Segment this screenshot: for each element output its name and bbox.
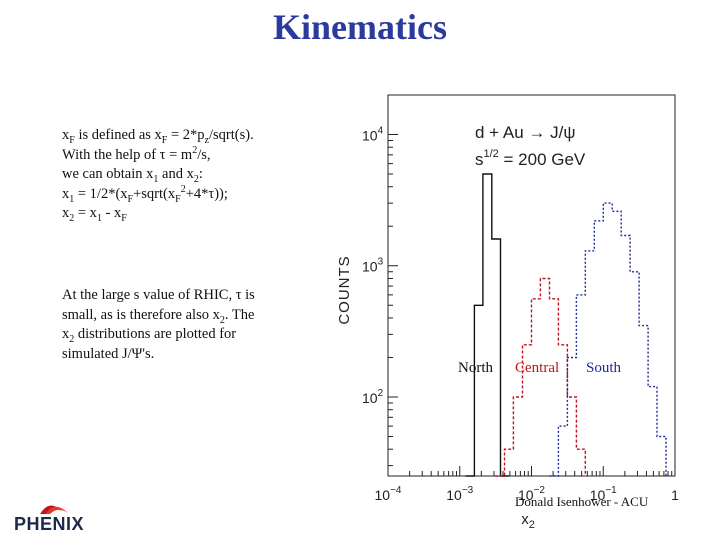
x-tick-label: 10−3	[446, 485, 473, 503]
x-tick-label: 10−2	[518, 485, 545, 503]
y-tick-label: 102	[362, 388, 384, 406]
x-tick-label: 10−1	[590, 485, 617, 503]
x-axis-label: x2	[521, 511, 535, 531]
series-north-histogram	[465, 173, 510, 477]
y-axis-label: COUNTS	[336, 255, 353, 324]
definition-text-block: xF is defined as xF = 2*pz/sqrt(s). With …	[62, 126, 312, 224]
legend-label-south: South	[586, 360, 622, 376]
block1-line-2: With the help of τ = m2/s,	[62, 144, 211, 163]
legend-label-central: Central	[515, 360, 559, 376]
block1-line-3: we can obtain x1 and x2:	[62, 166, 203, 185]
block2-line-3: x2 distributions are plotted for	[62, 326, 237, 345]
block2-line-4: simulated J/Ψ's.	[62, 345, 155, 362]
legend-label-north: North	[458, 360, 493, 376]
block2-line-2: small, as is therefore also x2. The	[62, 306, 255, 326]
author-footer: Donald Isenhower - ACU	[515, 494, 649, 509]
series-south-histogram	[549, 202, 667, 477]
block2-line-1: At the large s value of RHIC, τ is	[62, 287, 255, 303]
chart-title: d + Au → J/ψ	[475, 123, 575, 142]
block1-line-5: x2 = x1 - xF	[62, 205, 127, 224]
y-tick-label: 103	[362, 257, 384, 275]
phenix-logo: PHENIX	[10, 500, 110, 538]
page-title: Kinematics	[273, 7, 447, 47]
y-tick-label: 104	[362, 126, 384, 144]
chart-subtitle: s1/2 = 200 GeV	[475, 148, 586, 169]
explanation-text-block: At the large s value of RHIC, τ is small,…	[62, 286, 312, 364]
x-tick-label: 1	[671, 487, 679, 503]
block1-line-1: xF is defined as xF = 2*pz/sqrt(s).	[62, 127, 254, 146]
block1-line-4: x1 = 1/2*(xF+sqrt(xF2+4*τ));	[62, 183, 228, 205]
x-tick-label: 10−4	[375, 485, 402, 503]
phenix-logo-text: PHENIX	[14, 514, 85, 534]
series-central-histogram	[495, 277, 586, 477]
